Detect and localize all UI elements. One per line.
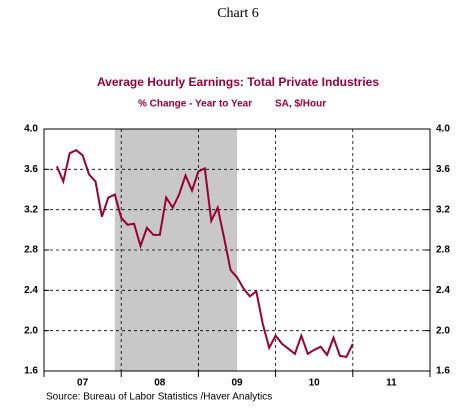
y-tick-label: 3.6 <box>24 164 38 175</box>
y-tick-label: 1.6 <box>24 366 38 377</box>
x-tick-label: 07 <box>77 378 89 389</box>
y2-tick-label: 2.4 <box>436 285 450 296</box>
subtitle: % Change - Year to Year <box>138 99 252 110</box>
x-tick-label: 10 <box>309 378 321 389</box>
y2-tick-label: 2.8 <box>436 245 450 256</box>
plot-frame <box>43 128 431 372</box>
y-tick-label: 3.2 <box>24 204 38 215</box>
x-tick-label: 11 <box>386 378 397 389</box>
y-tick-label: 2.4 <box>24 285 38 296</box>
y-tick-label: 2.0 <box>24 325 38 336</box>
x-tick-label: 08 <box>154 378 166 389</box>
source: Source: Bureau of Labor Statistics /Have… <box>46 392 272 403</box>
subtitle-right: SA, $/Hour <box>275 99 326 110</box>
y2-tick-label: 3.2 <box>436 204 450 215</box>
x-tick-label: 09 <box>231 378 243 389</box>
y2-tick-label: 1.6 <box>436 366 450 377</box>
y2-tick-label: 4.0 <box>436 124 450 135</box>
y-tick-label: 2.8 <box>24 245 38 256</box>
y2-tick-label: 2.0 <box>436 325 450 336</box>
y-tick-label: 4.0 <box>24 124 38 135</box>
y2-tick-label: 3.6 <box>436 164 450 175</box>
page-title: Chart 6 <box>217 6 259 21</box>
chart-title: Average Hourly Earnings: Total Private I… <box>97 75 379 89</box>
line-series <box>55 149 354 358</box>
